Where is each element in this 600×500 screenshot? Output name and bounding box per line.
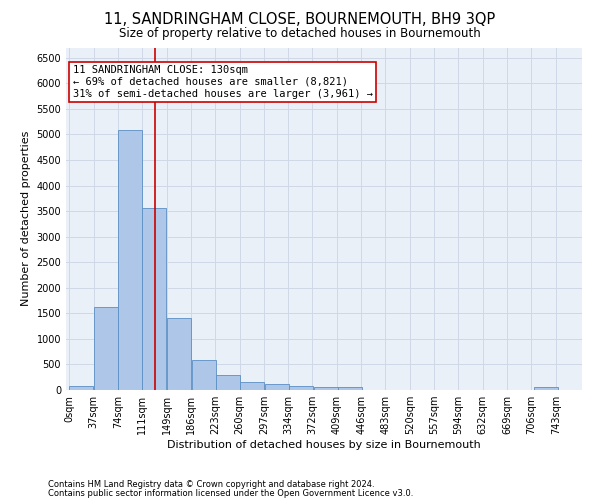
Bar — [142, 208, 166, 390]
Bar — [118, 130, 142, 390]
Y-axis label: Number of detached properties: Number of detached properties — [21, 131, 31, 306]
Bar — [533, 388, 557, 390]
Bar — [241, 382, 265, 390]
Bar — [192, 360, 216, 390]
Text: Contains public sector information licensed under the Open Government Licence v3: Contains public sector information licen… — [48, 488, 413, 498]
Bar — [70, 386, 94, 390]
Bar — [216, 375, 240, 390]
Bar — [94, 306, 118, 390]
Bar — [265, 384, 289, 390]
Text: 11 SANDRINGHAM CLOSE: 130sqm
← 69% of detached houses are smaller (8,821)
31% of: 11 SANDRINGHAM CLOSE: 130sqm ← 69% of de… — [73, 66, 373, 98]
Text: Contains HM Land Registry data © Crown copyright and database right 2024.: Contains HM Land Registry data © Crown c… — [48, 480, 374, 489]
Bar — [314, 387, 338, 390]
X-axis label: Distribution of detached houses by size in Bournemouth: Distribution of detached houses by size … — [167, 440, 481, 450]
Bar — [338, 388, 362, 390]
Text: Size of property relative to detached houses in Bournemouth: Size of property relative to detached ho… — [119, 28, 481, 40]
Text: 11, SANDRINGHAM CLOSE, BOURNEMOUTH, BH9 3QP: 11, SANDRINGHAM CLOSE, BOURNEMOUTH, BH9 … — [104, 12, 496, 28]
Bar — [289, 386, 313, 390]
Bar — [167, 318, 191, 390]
